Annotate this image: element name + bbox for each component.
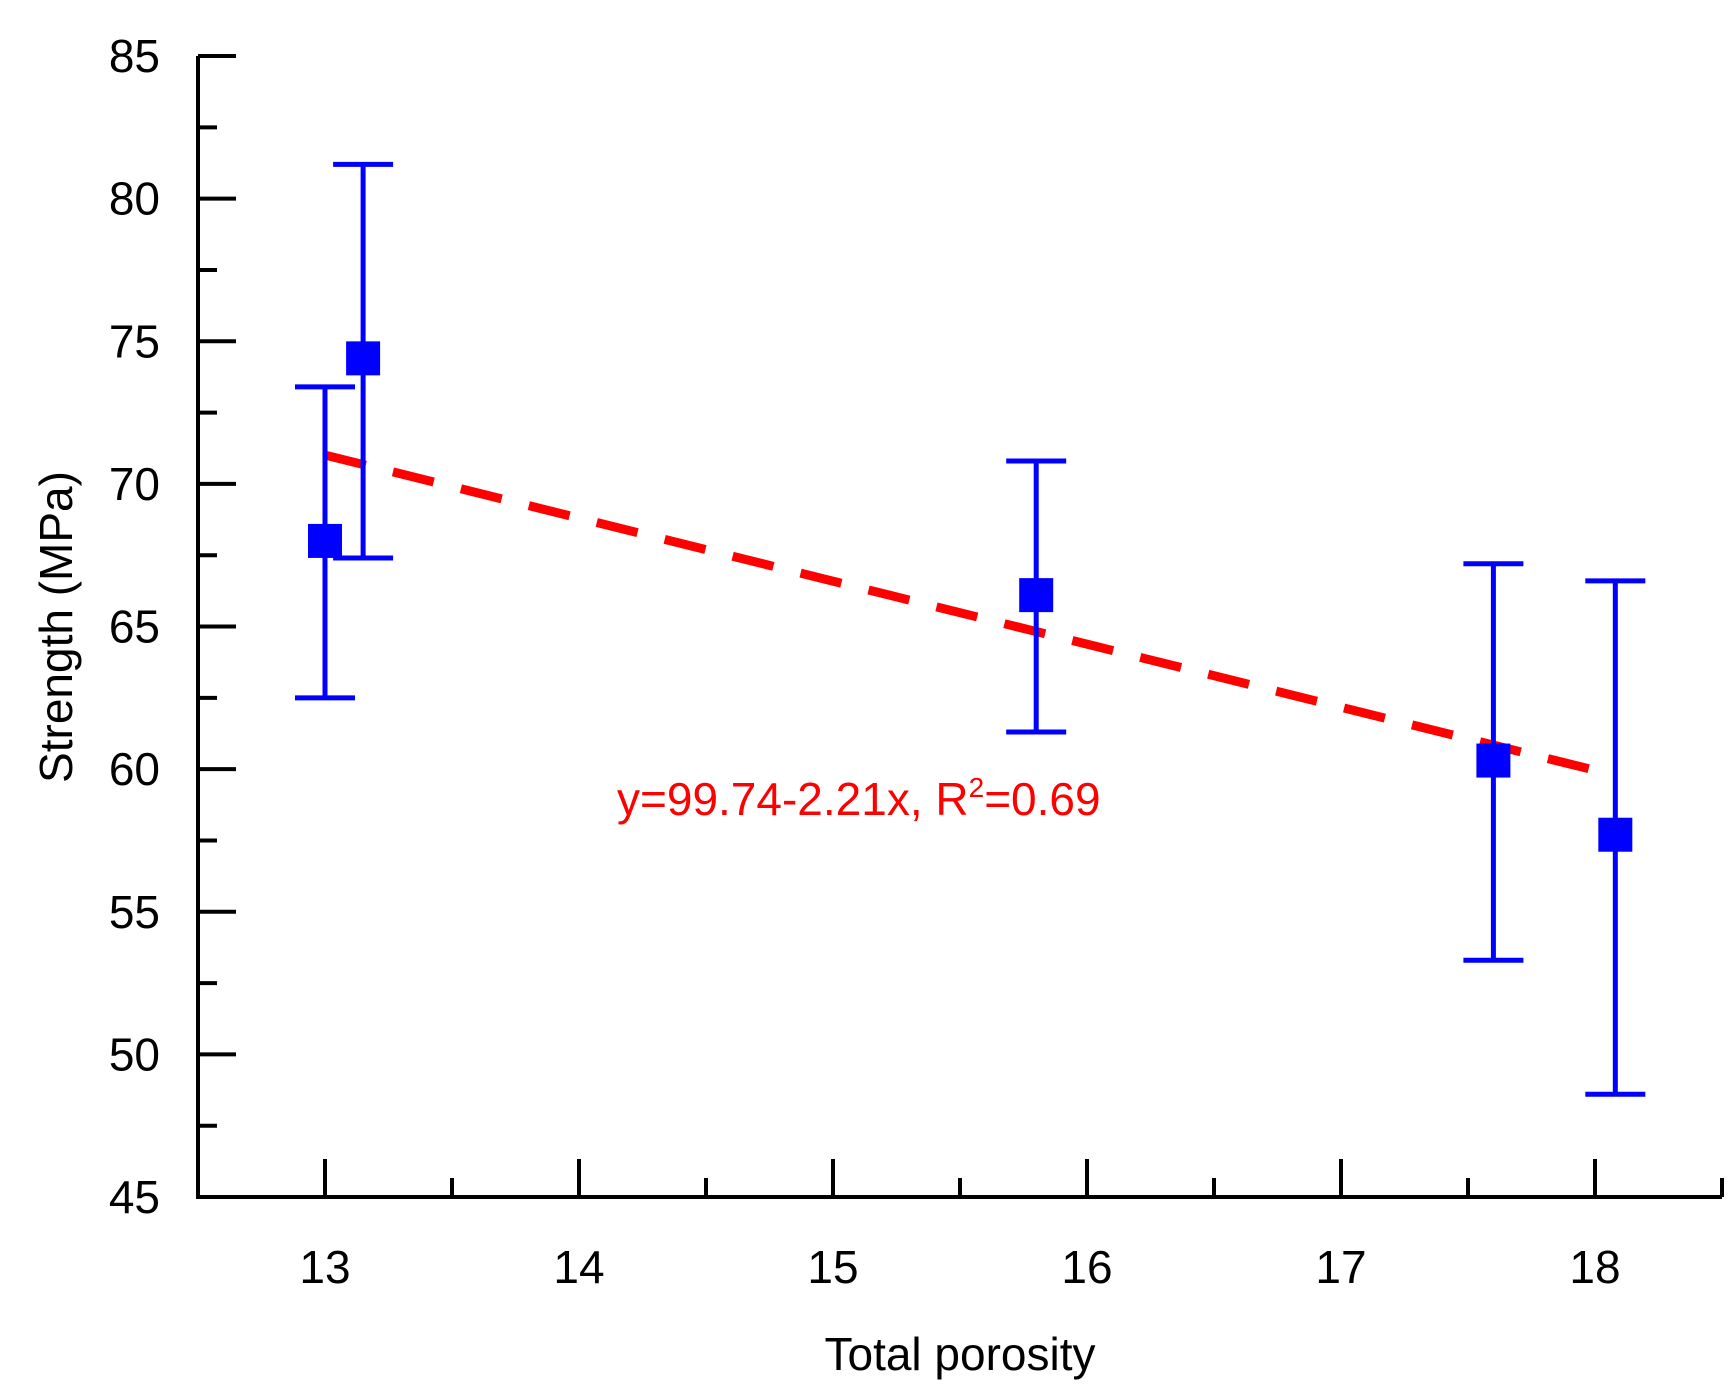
fit-equation-superscript: 2 <box>969 772 985 803</box>
y-tick-label: 70 <box>109 458 160 510</box>
y-tick-label: 80 <box>109 173 160 225</box>
fit-line <box>323 450 1609 778</box>
y-tick-label: 85 <box>109 30 160 82</box>
data-point <box>1463 561 1524 963</box>
x-axis-label: Total porosity <box>824 1328 1095 1380</box>
x-tick-label: 15 <box>807 1241 858 1293</box>
x-tick-label: 14 <box>553 1241 604 1293</box>
data-points-layer <box>295 161 1646 1097</box>
point-marker <box>1019 578 1054 613</box>
data-point <box>1006 458 1067 735</box>
axis-ticks: 45 50 55 60 65 70 75 80 85 13 14 15 16 17 18 <box>109 30 1724 1293</box>
x-tick-label: 13 <box>299 1241 350 1293</box>
fit-equation-main: y=99.74-2.21x, R <box>617 773 969 825</box>
x-tick-label: 16 <box>1061 1241 1112 1293</box>
y-tick-label: 75 <box>109 315 160 367</box>
y-tick-label: 45 <box>109 1171 160 1223</box>
fit-equation-label: y=99.74-2.21x, R2=0.69 <box>617 772 1101 825</box>
y-tick-label: 55 <box>109 886 160 938</box>
data-point <box>295 384 355 701</box>
y-axis-label: Strength (MPa) <box>30 471 82 783</box>
data-point <box>333 161 394 561</box>
point-marker <box>308 523 342 558</box>
point-marker <box>346 341 381 376</box>
x-tick-label: 18 <box>1569 1241 1620 1293</box>
data-point <box>1585 578 1646 1097</box>
y-tick-label: 50 <box>109 1028 160 1080</box>
point-marker <box>1598 817 1633 852</box>
point-marker <box>1476 743 1511 778</box>
x-tick-label: 17 <box>1315 1241 1366 1293</box>
fit-equation-end: =0.69 <box>984 773 1100 825</box>
y-tick-label: 60 <box>109 743 160 795</box>
y-tick-label: 65 <box>109 601 160 653</box>
fit-line-layer <box>323 450 1609 778</box>
